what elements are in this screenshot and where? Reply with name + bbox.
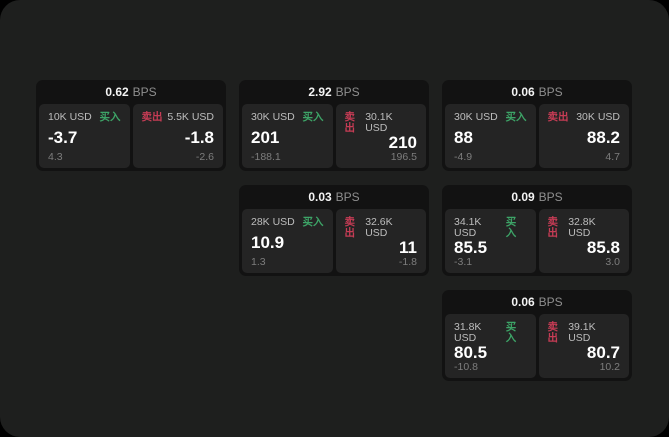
buy-button[interactable]: 买入 xyxy=(99,111,121,123)
buy-quote-tile[interactable]: 31.8K USD 买入 80.5 -10.8 xyxy=(445,314,536,378)
buy-quote-tile[interactable]: 28K USD 买入 10.9 1.3 xyxy=(242,209,333,273)
quote-card: 2.92 BPS 30K USD 买入 201 -188.1 卖出 30.1K … xyxy=(239,80,429,171)
sell-delta: -1.8 xyxy=(398,255,417,268)
bps-unit-label: BPS xyxy=(538,85,563,99)
buy-amount: 31.8K USD xyxy=(454,321,482,344)
sell-amount: 30K USD xyxy=(576,111,620,123)
buy-button[interactable]: 买入 xyxy=(302,216,324,228)
bps-header: 0.06 BPS xyxy=(442,290,632,314)
quote-card: 0.09 BPS 34.1K USD 买入 85.5 -3.1 卖出 32.8K… xyxy=(442,185,632,276)
sell-delta: 10.2 xyxy=(599,360,620,373)
sell-price: 11 xyxy=(399,238,417,258)
bps-unit-label: BPS xyxy=(335,190,360,204)
sell-amount: 30.1K USD xyxy=(365,111,393,134)
buy-amount: 28K USD xyxy=(251,216,295,228)
bps-unit-label: BPS xyxy=(538,295,563,309)
buy-delta: -3.1 xyxy=(454,255,473,268)
buy-button[interactable]: 买入 xyxy=(505,111,527,123)
sell-quote-tile[interactable]: 卖出 30K USD 88.2 4.7 xyxy=(538,104,629,168)
buy-delta: -4.9 xyxy=(454,150,473,163)
buy-button[interactable]: 买入 xyxy=(505,321,517,344)
bps-header: 0.03 BPS xyxy=(239,185,429,209)
bps-value: 2.92 xyxy=(308,85,332,99)
bps-unit-label: BPS xyxy=(335,85,360,99)
bps-value: 0.03 xyxy=(308,190,332,204)
sell-amount: 5.5K USD xyxy=(167,111,214,123)
bps-header: 0.06 BPS xyxy=(442,80,632,104)
quote-card: 0.03 BPS 28K USD 买入 10.9 1.3 卖出 32.6K US… xyxy=(239,185,429,276)
bps-value: 0.06 xyxy=(511,295,535,309)
sell-delta: 196.5 xyxy=(390,150,417,163)
sell-delta: -2.6 xyxy=(195,150,214,163)
buy-price: 10.9 xyxy=(251,233,285,252)
bps-value: 0.06 xyxy=(511,85,535,99)
sell-price: 80.7 xyxy=(586,343,620,363)
sell-quote-tile[interactable]: 卖出 5.5K USD -1.8 -2.6 xyxy=(132,104,223,168)
bps-value: 0.62 xyxy=(105,85,129,99)
buy-delta: 1.3 xyxy=(251,255,266,268)
sell-quote-tile[interactable]: 卖出 32.8K USD 85.8 3.0 xyxy=(538,209,629,273)
buy-delta: 4.3 xyxy=(48,150,63,163)
sell-price: 88.2 xyxy=(586,128,620,147)
buy-delta: -188.1 xyxy=(251,150,281,163)
buy-button[interactable]: 买入 xyxy=(302,111,324,123)
bps-unit-label: BPS xyxy=(132,85,157,99)
buy-amount: 34.1K USD xyxy=(454,216,482,239)
bps-header: 2.92 BPS xyxy=(239,80,429,104)
sell-button[interactable]: 卖出 xyxy=(547,321,559,344)
sell-price: -1.8 xyxy=(184,128,214,147)
sell-button[interactable]: 卖出 xyxy=(344,111,356,134)
buy-quote-tile[interactable]: 30K USD 买入 201 -188.1 xyxy=(242,104,333,168)
sell-quote-tile[interactable]: 卖出 39.1K USD 80.7 10.2 xyxy=(538,314,629,378)
buy-price: 88 xyxy=(454,128,473,147)
sell-amount: 39.1K USD xyxy=(568,321,596,344)
sell-amount: 32.6K USD xyxy=(365,216,393,239)
sell-delta: 3.0 xyxy=(605,255,620,268)
bps-value: 0.09 xyxy=(511,190,535,204)
bps-header: 0.09 BPS xyxy=(442,185,632,209)
bps-unit-label: BPS xyxy=(538,190,563,204)
buy-price: 85.5 xyxy=(454,238,488,258)
quote-card: 0.62 BPS 10K USD 买入 -3.7 4.3 卖出 5.5K USD… xyxy=(36,80,226,171)
sell-button[interactable]: 卖出 xyxy=(547,111,569,123)
sell-button[interactable]: 卖出 xyxy=(547,216,559,239)
buy-amount: 30K USD xyxy=(454,111,498,123)
buy-price: 80.5 xyxy=(454,343,488,363)
buy-quote-tile[interactable]: 30K USD 买入 88 -4.9 xyxy=(445,104,536,168)
buy-amount: 10K USD xyxy=(48,111,92,123)
buy-quote-tile[interactable]: 34.1K USD 买入 85.5 -3.1 xyxy=(445,209,536,273)
sell-quote-tile[interactable]: 卖出 30.1K USD 210 196.5 xyxy=(335,104,426,168)
quote-card: 0.06 BPS 30K USD 买入 88 -4.9 卖出 30K USD 8… xyxy=(442,80,632,171)
sell-button[interactable]: 卖出 xyxy=(141,111,163,123)
sell-price: 85.8 xyxy=(586,238,620,258)
quote-card: 0.06 BPS 31.8K USD 买入 80.5 -10.8 卖出 39.1… xyxy=(442,290,632,381)
sell-button[interactable]: 卖出 xyxy=(344,216,356,239)
buy-button[interactable]: 买入 xyxy=(505,216,517,239)
buy-price: 201 xyxy=(251,128,280,147)
sell-quote-tile[interactable]: 卖出 32.6K USD 11 -1.8 xyxy=(335,209,426,273)
bps-header: 0.62 BPS xyxy=(36,80,226,104)
buy-price: -3.7 xyxy=(48,128,78,147)
buy-amount: 30K USD xyxy=(251,111,295,123)
sell-delta: 4.7 xyxy=(605,150,620,163)
sell-price: 210 xyxy=(388,133,417,153)
buy-delta: -10.8 xyxy=(454,360,478,373)
sell-amount: 32.8K USD xyxy=(568,216,596,239)
buy-quote-tile[interactable]: 10K USD 买入 -3.7 4.3 xyxy=(39,104,130,168)
